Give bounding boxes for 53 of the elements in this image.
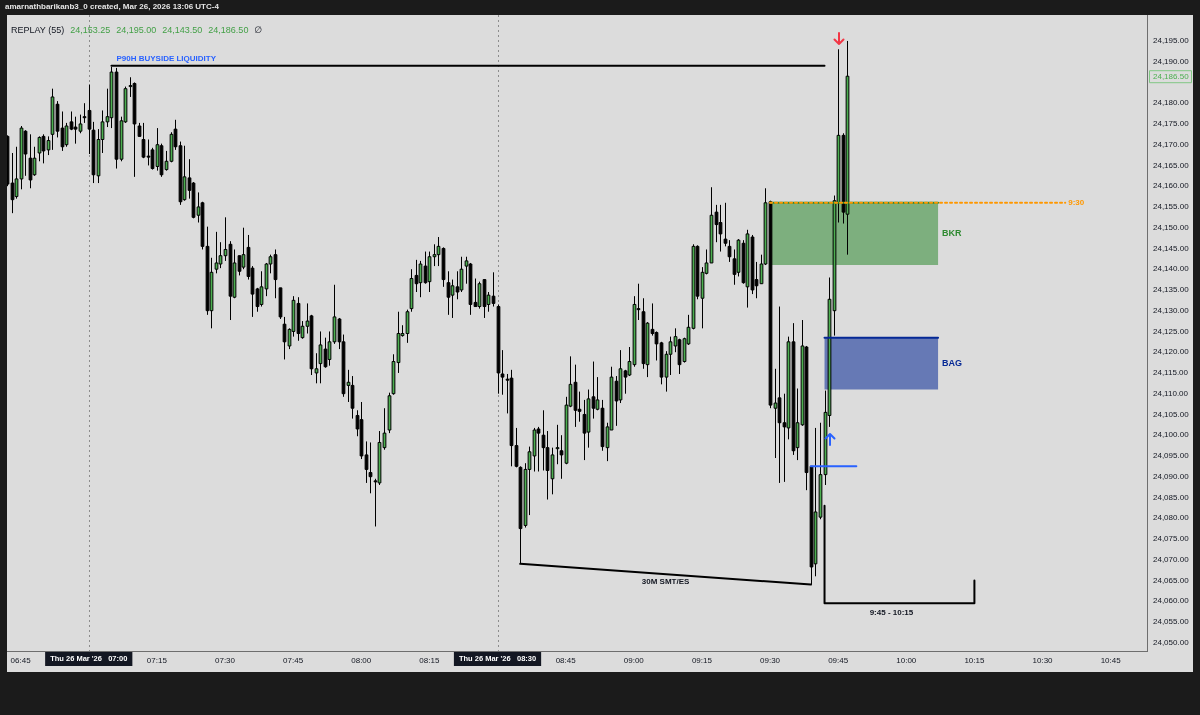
y-tick-label: 24,195.00 [1153,36,1190,46]
y-tick-label: 24,120.00 [1153,347,1190,357]
x-tick-label: 10:00 [896,656,917,665]
y-tick-label: 24,105.00 [1153,409,1190,419]
text: BKR [942,228,963,239]
x-tick-label: 08:15 [419,656,440,665]
y-tick-label: 24,170.00 [1153,139,1190,149]
y-tick-label: 24,140.00 [1153,264,1190,274]
y-tick-label: 24,150.00 [1153,222,1190,232]
y-tick-label: 24,165.00 [1153,160,1190,170]
series-label: 9:30 [1068,197,1085,207]
y-tick-label: 24,080.00 [1153,513,1190,523]
x-tick-label: 08:45 [555,656,577,665]
x-tick-label: 09:30 [760,656,781,665]
y-tick-label: 24,115.00 [1153,368,1189,378]
text: REPLAY (55) 24,153.25 24,195.00 24,143.50 24,186.50 ∅ [11,25,263,35]
x-tick-label: 08:00 [351,656,372,665]
x-tick-label: 09:00 [623,656,645,665]
y-tick-label: 24,190.00 [1153,56,1190,66]
series-label: P90H BUYSIDE LIQUIDITY [116,54,217,64]
x-tick-label: 10:30 [1032,656,1054,665]
series-label: 30M SMT/ES [641,577,691,587]
y-tick-label: 24,090.00 [1153,471,1190,481]
y-tick-label: 24,125.00 [1153,326,1190,336]
y-tick-label: 24,160.00 [1153,181,1190,191]
y-tick-label: 24,095.00 [1153,451,1190,461]
x-tick-label: 07:30 [214,656,236,665]
x-tick-label: 09:45 [828,656,849,665]
text: BAG [942,358,963,369]
y-tick-label: 24,175.00 [1153,119,1190,129]
text: 24,186.50 [1153,71,1190,81]
chart-title: amarnathbarikanb3_0 created, Mar 26, 2026 13:06 UTC-4 [5,2,219,12]
x-tick-label: 10:45 [1100,656,1122,665]
y-tick-label: 24,155.00 [1153,202,1190,212]
y-tick-label: 24,100.00 [1153,430,1190,440]
x-tick-label: 07:15 [146,656,168,665]
y-tick-label: 24,110.00 [1153,388,1189,398]
x-tick-label: 10:15 [964,656,985,665]
x-tick-label: 09:15 [691,656,713,665]
y-tick-label: 24,145.00 [1153,243,1190,253]
y-tick-label: 24,060.00 [1153,596,1190,606]
y-tick-label: 24,130.00 [1153,305,1190,315]
x-tick-label: 06:45 [10,656,32,665]
series-label: 9:45 - 10:15 [869,608,914,618]
x-tick-label: 07:45 [283,656,304,665]
y-tick-label: 24,050.00 [1153,637,1190,647]
y-tick-label: 24,135.00 [1153,285,1190,295]
y-tick-label: 24,055.00 [1153,617,1190,627]
y-tick-label: 24,065.00 [1153,575,1190,585]
y-tick-label: 24,075.00 [1153,534,1190,544]
y-tick-label: 24,085.00 [1153,492,1190,502]
y-tick-label: 24,180.00 [1153,98,1190,108]
y-tick-label: 24,070.00 [1153,554,1190,564]
